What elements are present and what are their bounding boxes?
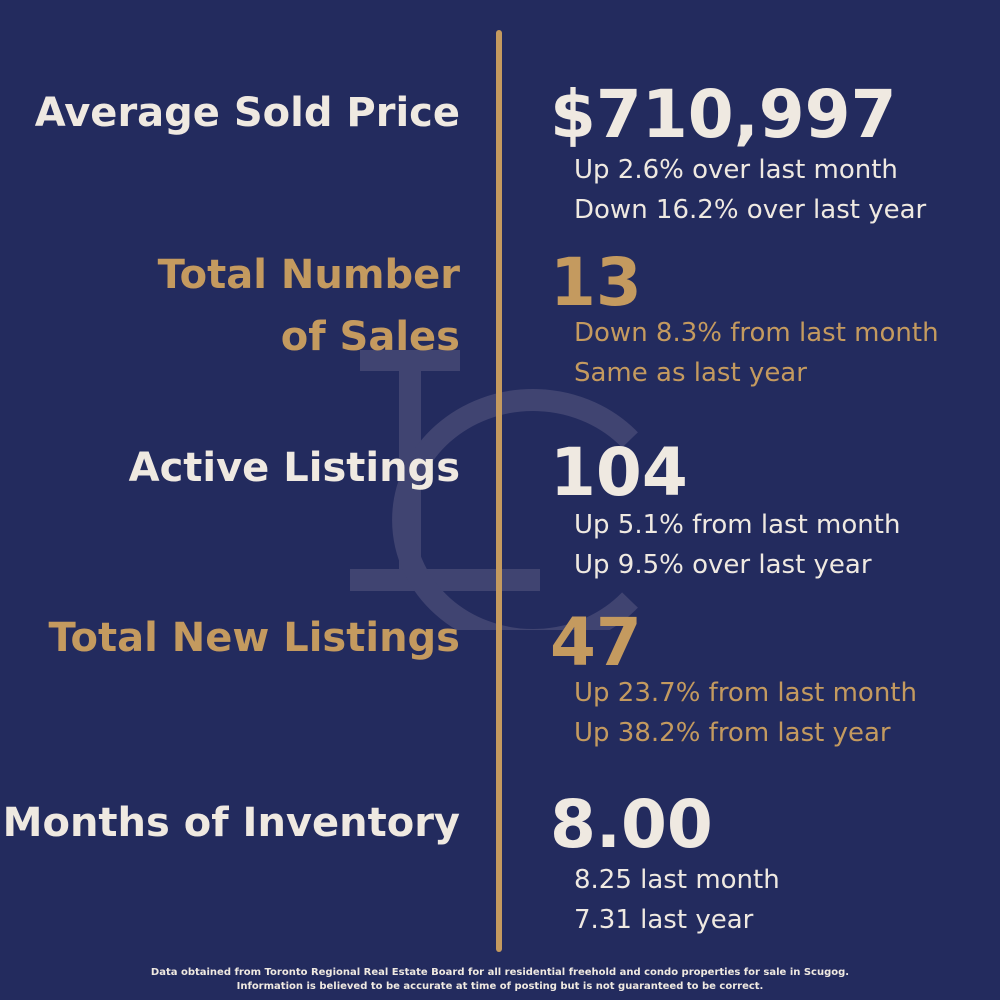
label-line: Total Number (157, 252, 460, 298)
metric-detail: 7.31 last year (574, 905, 754, 935)
footer: Data obtained from Toronto Regional Real… (0, 966, 1000, 994)
metric-detail: Up 2.6% over last month (574, 155, 898, 185)
footer-line: Information is believed to be accurate a… (236, 981, 764, 992)
metric-label: Total Number of Sales (158, 244, 460, 368)
metric-detail: Up 23.7% from last month (574, 678, 917, 708)
label-line: of Sales (280, 314, 460, 360)
metric-label: Average Sold Price (34, 90, 460, 136)
footer-line: Data obtained from Toronto Regional Real… (150, 967, 850, 978)
metric-value: 104 (550, 434, 688, 511)
metric-value: 13 (550, 244, 642, 321)
metric-detail: Down 16.2% over last year (574, 195, 927, 225)
metric-value: 8.00 (550, 786, 713, 863)
metric-detail: Up 38.2% from last year (574, 718, 891, 748)
watermark-logo (350, 350, 638, 630)
metric-label: Active Listings (128, 445, 460, 491)
metric-detail: Down 8.3% from last month (574, 318, 939, 348)
metric-detail: Up 5.1% from last month (574, 510, 901, 540)
metric-label: Months of Inventory (2, 800, 460, 846)
metric-value: 47 (550, 604, 642, 681)
metric-detail: Up 9.5% over last year (574, 550, 872, 580)
metric-label: Total New Listings (48, 615, 460, 661)
metric-detail: 8.25 last month (574, 865, 780, 895)
metric-value: $710,997 (550, 76, 897, 153)
metric-detail: Same as last year (574, 358, 807, 388)
divider (496, 30, 502, 952)
